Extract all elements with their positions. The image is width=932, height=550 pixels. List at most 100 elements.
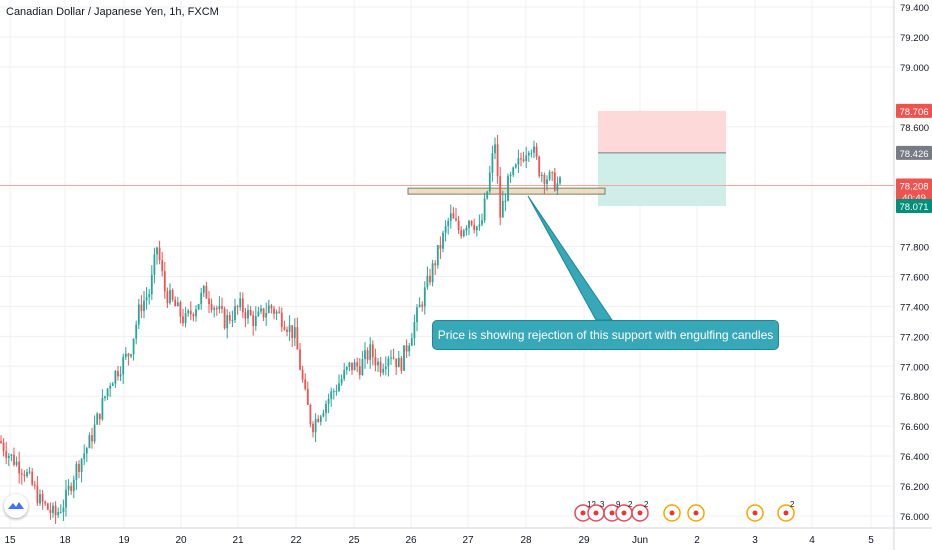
candle-body [213, 307, 216, 310]
candle-body [338, 383, 340, 392]
candle-body [13, 454, 15, 465]
price-label-text-target: 78.071 [899, 202, 928, 213]
candle-body [325, 403, 327, 414]
x-tick-label: Jun [632, 535, 648, 546]
candle-body [460, 230, 463, 237]
candle-body [288, 325, 291, 332]
candle-body [70, 485, 73, 492]
candle-body [384, 366, 387, 369]
candle-body [457, 220, 460, 231]
candle-body [397, 357, 400, 368]
candle-body [507, 176, 509, 201]
candle-body [421, 304, 424, 307]
candle-body [117, 370, 119, 377]
candle-body [104, 396, 106, 399]
candle-body [382, 368, 385, 373]
candle-body [10, 454, 13, 456]
candle-body [356, 362, 359, 367]
candle-body [455, 218, 457, 221]
candle-body [299, 349, 301, 370]
candle-body [525, 155, 528, 161]
candle-body [473, 224, 476, 231]
candle-body [252, 315, 255, 327]
candle-body [46, 503, 49, 510]
candle-body [423, 287, 426, 307]
candle-body [499, 176, 502, 218]
candle-body [62, 507, 65, 513]
event-flag-icon [783, 510, 789, 516]
candle-body [512, 167, 515, 175]
candle-body [119, 374, 122, 377]
candle-body [2, 442, 5, 452]
candle-body [267, 305, 270, 313]
candle-body [447, 220, 450, 227]
candle-body [111, 383, 114, 386]
candle-body [270, 305, 273, 309]
x-tick-label: 19 [118, 535, 130, 546]
stop-loss-zone [598, 110, 726, 153]
price-label-text-last: 78.208 [899, 181, 928, 192]
candle-body [413, 322, 416, 339]
candle-body [174, 299, 177, 307]
support-zone [407, 187, 606, 195]
candle-body [340, 378, 343, 384]
candle-body [72, 479, 75, 492]
candle-body [234, 306, 236, 321]
candle-body [137, 304, 140, 325]
price-label-stop [896, 103, 932, 118]
candle-body [501, 200, 504, 218]
candle-body [483, 198, 486, 221]
x-tick-label: 28 [520, 535, 532, 546]
candle-body [343, 369, 346, 379]
candle-body [184, 313, 187, 324]
event-count-label: 12 [587, 500, 596, 509]
candle-body [548, 172, 551, 180]
candle-body [553, 172, 556, 191]
candle-body [408, 345, 411, 352]
candle-body [351, 362, 353, 371]
x-tick-label: 26 [405, 535, 417, 546]
candle-body [319, 416, 322, 422]
annotation-callout[interactable]: Price is showing rejection of this suppo… [432, 320, 779, 350]
candle-body [210, 304, 213, 310]
event-count-label: 3 [600, 500, 605, 509]
candle-body [530, 152, 533, 154]
candle-body [161, 260, 164, 272]
candle-body [208, 298, 210, 305]
tradingview-logo-icon[interactable] [4, 494, 28, 518]
candle-body [465, 227, 468, 231]
candle-body [57, 512, 60, 516]
candle-body [36, 485, 39, 504]
event-count-label: 2 [790, 500, 795, 509]
y-tick-label: 76.400 [900, 452, 929, 463]
candle-body [179, 302, 182, 317]
event-flag-icon [580, 510, 586, 516]
candle-body [135, 324, 138, 339]
candle-body [265, 312, 268, 318]
candle-body [78, 464, 80, 472]
candle-body [452, 213, 455, 219]
candle-body [189, 310, 192, 315]
candle-body [449, 213, 452, 221]
candle-body [96, 413, 99, 425]
candle-body [273, 308, 275, 314]
candle-body [192, 314, 195, 317]
candle-body [80, 458, 83, 472]
candle-body [195, 309, 197, 317]
candle-body [426, 275, 429, 288]
candle-body [26, 471, 28, 477]
take-profit-zone [598, 152, 726, 206]
candle-body [345, 366, 348, 370]
candle-body [527, 152, 530, 156]
candle-body [468, 220, 470, 228]
event-count-label: 2 [644, 500, 649, 509]
candle-body [309, 404, 312, 424]
candle-body [75, 464, 78, 480]
x-tick-label: 4 [809, 535, 815, 546]
candle-body [226, 315, 229, 329]
candle-body [364, 350, 366, 360]
event-flag-icon [637, 510, 643, 516]
event-count-label: 9 [616, 500, 621, 509]
